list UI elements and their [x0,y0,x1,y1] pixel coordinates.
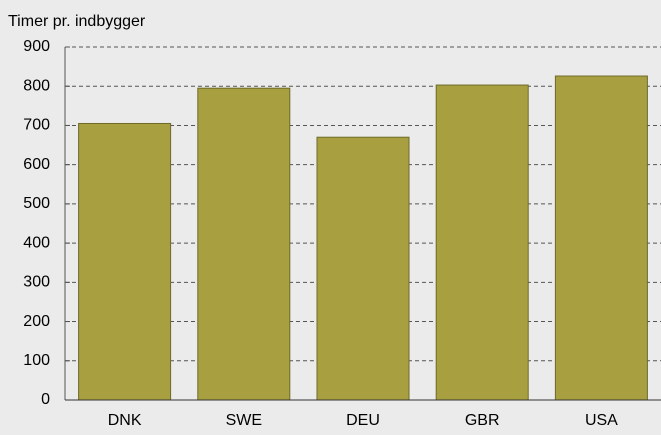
y-tick-label: 200 [23,313,50,330]
x-tick-label: GBR [465,412,500,429]
y-tick-label: 600 [23,156,50,173]
y-tick-label: 300 [23,274,50,291]
bar [78,122,172,401]
y-tick-label: 100 [23,352,50,369]
y-tick-label: 700 [23,117,50,134]
bar [316,136,410,401]
bar [197,87,291,401]
y-tick-label: 500 [23,195,50,212]
bar [435,84,529,401]
bar [554,75,648,401]
x-tick-label: DNK [108,412,142,429]
y-axis-label: Timer pr. indbygger [8,13,146,30]
y-tick-label: 800 [23,77,50,94]
x-tick-label: DEU [346,412,380,429]
y-tick-label: 400 [23,234,50,251]
x-tick-label: USA [585,412,618,429]
x-tick-label: SWE [226,412,262,429]
y-tick-label: 900 [23,38,50,55]
y-tick-label: 0 [41,391,50,408]
